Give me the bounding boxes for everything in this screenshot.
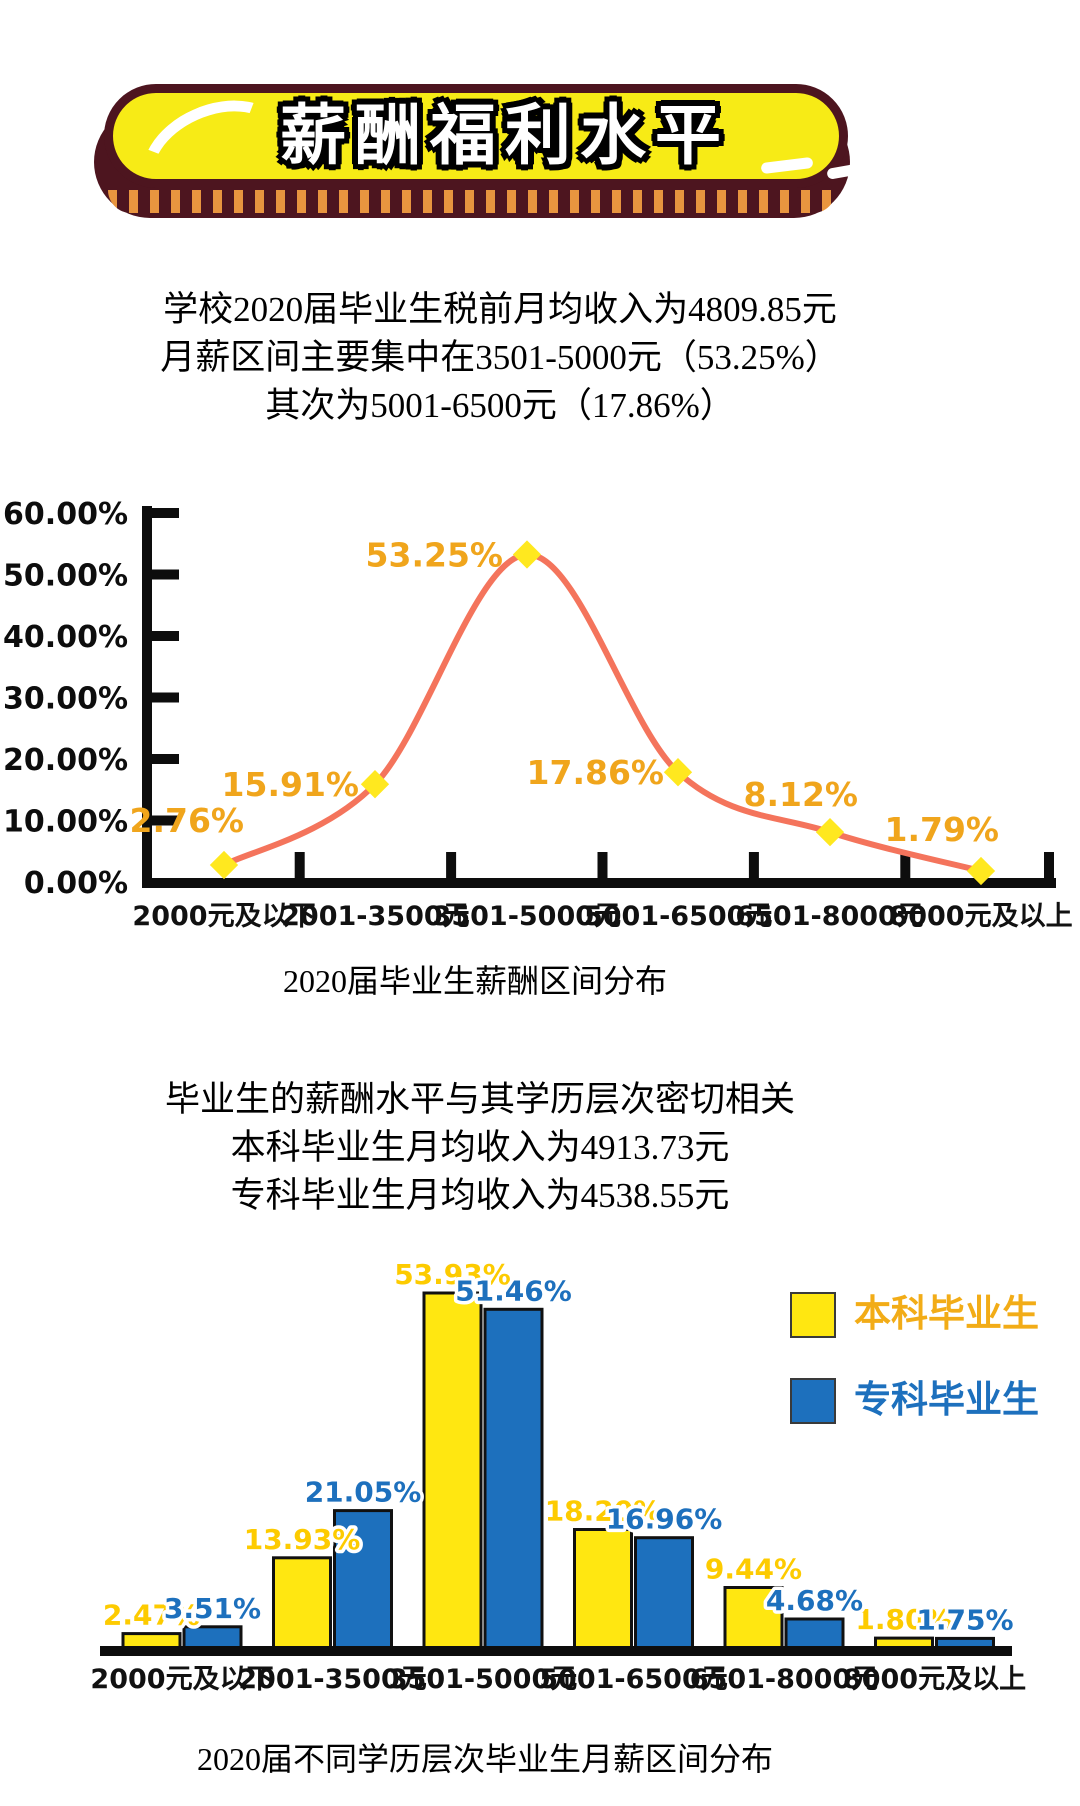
data-point-marker [663, 758, 693, 787]
line-chart-caption: 2020届毕业生薪酬区间分布 [282, 963, 667, 999]
bar-undergraduate [723, 1586, 784, 1652]
data-point-label: 1.79% [885, 810, 1000, 849]
intro-line-2: 月薪区间主要集中在3501-5000元（53.25%） [160, 338, 840, 377]
x-category-label: 5001-6500元 [539, 1664, 728, 1695]
intro-line-1: 学校2020届毕业生税前月均收入为4809.85元 [163, 290, 837, 329]
x-category-label: 2001-3500元 [238, 1664, 427, 1695]
data-point-marker [360, 770, 390, 799]
bar-undergraduate [573, 1528, 633, 1652]
line-chart-svg: 60.00% 50.00% 40.00% 30.00% 20.00% 10.00% 0.00… [3, 497, 1073, 932]
data-point-marker [512, 540, 542, 569]
y-tick-label: 10.00% [3, 805, 128, 840]
bar-value-label: 21.05% [305, 1476, 422, 1509]
bar-junior-college [634, 1536, 694, 1652]
banner-coin-ridges [108, 190, 836, 213]
data-point-label: 17.86% [527, 753, 664, 792]
legend-label-junior-college: 专科毕业生 [854, 1378, 1039, 1421]
middle-line-3: 专科毕业生月均收入为4538.55元 [230, 1176, 730, 1215]
y-tick [152, 569, 179, 580]
data-point-label: 8.12% [744, 775, 859, 814]
degree-salary-bar-chart: 2.47% 13.93% 53.93% 18.20% 9.44% 1.80% 3.51% 21… [0, 1240, 1080, 1720]
x-axis [142, 878, 1056, 888]
x-category-label: 2000元及以下 [90, 1664, 273, 1695]
legend-swatch-junior-college [790, 1378, 836, 1424]
intro-paragraph: 学校2020届毕业生税前月均收入为4809.85元 月薪区间主要集中在3501-… [0, 286, 1000, 430]
x-category-label: 2000元及以下 [132, 901, 315, 932]
x-category-label: 5001-6500元 [584, 901, 773, 932]
salary-line [221, 551, 984, 874]
salary-distribution-line-chart: 60.00% 50.00% 40.00% 30.00% 20.00% 10.00% 0.00… [0, 420, 1080, 955]
x-tick [597, 852, 608, 878]
y-tick-label: 20.00% [3, 743, 128, 778]
bar-value-label: 53.93% [394, 1258, 511, 1291]
x-category-label: 2001-3500元 [281, 901, 470, 932]
banner-face: 薪酬福利水平 [104, 78, 862, 238]
y-tick-label: 0.00% [24, 866, 128, 901]
y-tick-label: 50.00% [3, 559, 128, 594]
middle-line-2: 本科毕业生月均收入为4913.73元 [230, 1128, 730, 1167]
x-category-label: 3501-5000元 [389, 1664, 578, 1695]
y-axis [142, 506, 152, 888]
legend-label-undergraduate: 本科毕业生 [854, 1292, 1039, 1335]
data-point-label: 53.25% [366, 536, 503, 575]
legend-swatch-undergraduate [790, 1292, 836, 1338]
x-category-label: 8000元及以上 [889, 901, 1072, 932]
x-tick [900, 852, 911, 878]
x-category-label: 3501-5000元 [433, 901, 622, 932]
page-title: 薪酬福利水平 [280, 97, 730, 174]
bar-value-label: 2.47% [103, 1599, 200, 1632]
bar-undergraduate [422, 1291, 483, 1652]
intro-line-3: 其次为5001-6500元（17.86%） [265, 386, 735, 425]
y-tick [152, 631, 179, 641]
bar-undergraduate [272, 1556, 332, 1652]
x-tick [446, 852, 457, 878]
x-category-label: 6501-8000元 [690, 1664, 879, 1695]
data-point-marker [815, 817, 845, 847]
y-tick [152, 754, 179, 764]
bar-chart-caption: 2020届不同学历层次毕业生月薪区间分布 [196, 1741, 773, 1777]
y-tick [152, 815, 179, 826]
x-tick [1044, 852, 1054, 878]
bar-value-label: 4.68% [766, 1584, 863, 1617]
bar-value-label: 51.46% [455, 1274, 572, 1307]
x-category-label: 8000元及以上 [843, 1664, 1026, 1695]
y-tick [152, 692, 179, 703]
bar-junior-college [483, 1307, 544, 1652]
bar-value-label: 9.44% [705, 1553, 802, 1586]
y-tick [152, 508, 179, 518]
data-point-label: 2.76% [130, 801, 245, 840]
bar-value-label: 1.75% [916, 1603, 1013, 1636]
data-point-marker [209, 850, 239, 880]
title-banner: 薪酬福利水平 [94, 78, 866, 238]
bar-junior-college [333, 1509, 393, 1652]
bar-value-label: 3.51% [164, 1592, 261, 1625]
x-tick [748, 852, 759, 878]
y-tick-label: 30.00% [3, 682, 128, 717]
degree-comparison-paragraph: 毕业生的薪酬水平与其学历层次密切相关 本科毕业生月均收入为4913.73元 专科… [0, 1076, 960, 1220]
y-tick-label: 40.00% [3, 620, 128, 655]
x-category-label: 6501-8000元 [735, 901, 924, 932]
data-point-marker [966, 856, 996, 886]
bar-chart-svg: 2.47% 13.93% 53.93% 18.20% 9.44% 1.80% 3.51% 21… [90, 1255, 1026, 1696]
x-tick [294, 852, 305, 878]
bar-value-label: 1.80% [855, 1603, 952, 1636]
y-tick-label: 60.00% [3, 497, 128, 532]
x-axis [100, 1646, 1012, 1656]
middle-line-1: 毕业生的薪酬水平与其学历层次密切相关 [164, 1080, 795, 1119]
data-point-label: 15.91% [222, 765, 359, 804]
bar-junior-college [784, 1617, 845, 1652]
bar-value-label: 13.93% [244, 1523, 361, 1556]
bar-value-label: 16.96% [606, 1503, 723, 1536]
bar-value-label: 18.20% [545, 1495, 662, 1528]
